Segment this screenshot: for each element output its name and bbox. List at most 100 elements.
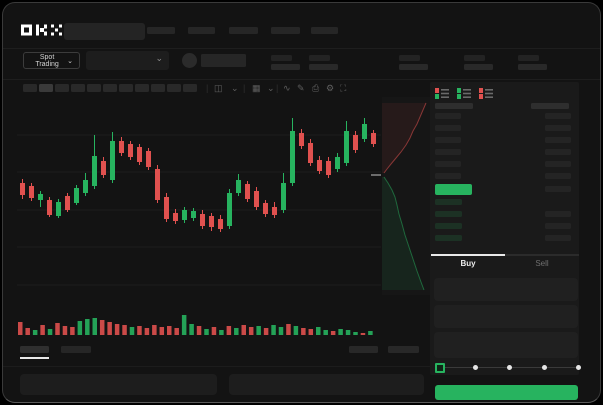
candle-body (218, 219, 223, 229)
candle-body (254, 191, 259, 207)
chart-settings-icon[interactable]: ⚙ (326, 83, 335, 93)
candle-body (200, 214, 205, 226)
ask-row-amount-5[interactable] (545, 173, 571, 179)
stat-value (309, 64, 338, 70)
screenshot-icon[interactable]: ⎙ (312, 83, 320, 93)
ask-row-price-5[interactable] (435, 173, 461, 179)
interval-button-3[interactable] (71, 84, 85, 92)
nav-item-0[interactable] (147, 27, 175, 34)
orderbook-last-price-bar[interactable] (435, 184, 472, 195)
ticker-stat-4 (518, 55, 548, 70)
slider-stop-75[interactable] (541, 365, 547, 370)
candle-body (74, 188, 79, 203)
slider-stop-100[interactable] (576, 365, 581, 370)
interval-button-6[interactable] (119, 84, 133, 92)
candle-body (47, 200, 52, 215)
volume-bar (204, 329, 209, 335)
bid-row-amount-1[interactable] (545, 211, 571, 217)
order-field-2[interactable] (434, 332, 578, 358)
tab-sell[interactable]: Sell (505, 254, 579, 271)
fullscreen-icon[interactable]: ⛶ (340, 83, 347, 93)
bid-row-price-2[interactable] (435, 223, 462, 229)
slider-stop-25[interactable] (472, 365, 478, 370)
volume-bar (159, 327, 165, 335)
draw-tools-icon[interactable]: ✎ (297, 83, 305, 93)
ask-row-price-1[interactable] (435, 125, 461, 131)
sell-tab-label: Sell (535, 259, 549, 268)
orderbook-layout-combined-book-icon[interactable] (435, 86, 449, 99)
ask-row-amount-0[interactable] (545, 113, 571, 119)
slider-stop-50[interactable] (507, 365, 512, 370)
stat-value (464, 64, 493, 70)
market-type-selector[interactable]: Spot Trading ⌄ (23, 52, 80, 69)
candle-body (272, 207, 277, 215)
stat-value (271, 64, 300, 70)
search-input[interactable] (64, 23, 145, 40)
toolbar-divider: | (206, 83, 209, 93)
ask-row-amount-3[interactable] (545, 149, 571, 155)
slider-handle[interactable] (435, 363, 445, 373)
candle-type-icon[interactable]: ▦ (252, 83, 261, 93)
candle-body (227, 193, 232, 226)
order-field-0[interactable] (434, 278, 578, 301)
volume-bar (256, 326, 261, 335)
candlestick-chart[interactable] (15, 97, 381, 343)
volume-bar (77, 321, 83, 335)
volume-bar (248, 327, 254, 335)
candle-body (83, 180, 88, 193)
ask-row-price-3[interactable] (435, 149, 461, 155)
orderbook-layout-asks-only-icon[interactable] (479, 86, 493, 99)
bottom-right-control-0[interactable] (349, 346, 378, 353)
bid-row-amount-3[interactable] (545, 235, 571, 241)
ask-row-price-4[interactable] (435, 161, 461, 167)
topbar-divider (3, 48, 600, 49)
ticker-stat-1 (309, 55, 339, 70)
tab-buy[interactable]: Buy (431, 254, 505, 271)
trading-pair-selector[interactable]: ⌄ (86, 51, 169, 70)
interval-button-8[interactable] (151, 84, 165, 92)
candle-body (20, 183, 25, 195)
candle-body (245, 184, 250, 199)
stat-value (518, 64, 547, 70)
volume-bar (40, 325, 45, 335)
order-field-1[interactable] (434, 305, 578, 328)
chart-style-icon[interactable]: ◫ (214, 83, 223, 93)
nav-item-1[interactable] (188, 27, 215, 34)
candle-body (335, 157, 340, 169)
bottom-tab-active-indicator (20, 357, 49, 359)
interval-button-10[interactable] (183, 84, 197, 92)
okx-logo[interactable]: OKX (21, 23, 62, 41)
interval-button-7[interactable] (135, 84, 149, 92)
bid-row-price-3[interactable] (435, 235, 462, 241)
volume-bar (345, 330, 351, 335)
interval-button-5[interactable] (103, 84, 117, 92)
orderbook-layout-bids-only-icon[interactable] (457, 86, 471, 99)
indicators-icon[interactable]: ∿ (283, 83, 291, 93)
orderbook-col-header-price (435, 103, 473, 109)
chevron-down-icon[interactable]: ⌄ (267, 83, 275, 93)
nav-item-3[interactable] (271, 27, 300, 34)
ask-row-amount-1[interactable] (545, 125, 571, 131)
chevron-down-icon[interactable]: ⌄ (231, 83, 239, 93)
candle-body (164, 197, 169, 219)
bottom-tab-0[interactable] (20, 346, 49, 353)
interval-button-2[interactable] (55, 84, 69, 92)
ask-row-price-0[interactable] (435, 113, 461, 119)
bottom-tab-1[interactable] (61, 346, 91, 353)
nav-item-2[interactable] (229, 27, 258, 34)
ask-row-amount-4[interactable] (545, 161, 571, 167)
okx-logo-text: OKX (62, 23, 63, 24)
bid-row-price-1[interactable] (435, 211, 462, 217)
bottom-right-control-1[interactable] (388, 346, 419, 353)
ask-row-amount-2[interactable] (545, 137, 571, 143)
interval-button-0[interactable] (23, 84, 37, 92)
bid-row-amount-2[interactable] (545, 223, 571, 229)
interval-button-1[interactable] (39, 84, 53, 92)
buy-submit-button[interactable] (435, 385, 578, 400)
bid-row-price-0[interactable] (435, 199, 462, 205)
interval-button-4[interactable] (87, 84, 101, 92)
nav-item-4[interactable] (311, 27, 338, 34)
ask-row-price-2[interactable] (435, 137, 461, 143)
interval-button-9[interactable] (167, 84, 181, 92)
